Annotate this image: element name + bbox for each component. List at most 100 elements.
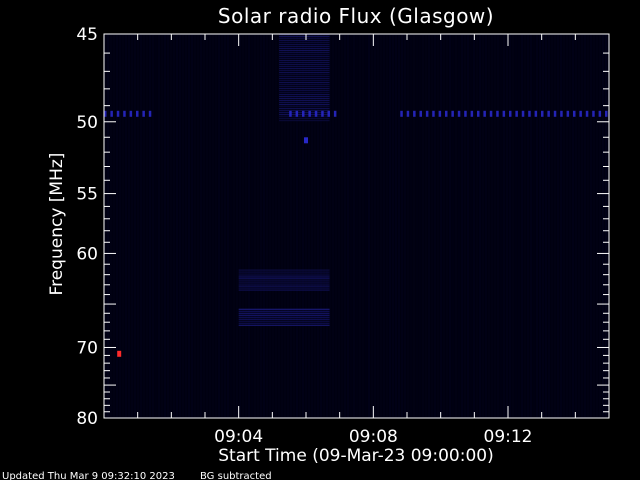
emission-row (279, 96, 330, 98)
interference-mark (302, 110, 305, 117)
background-noise-column (419, 34, 421, 418)
background-noise-column (200, 34, 202, 418)
interference-mark (438, 110, 442, 117)
background-noise-column (545, 34, 547, 418)
background-noise-column (407, 34, 409, 418)
background-noise-column (560, 34, 562, 418)
background-noise-column (368, 34, 370, 418)
background-noise-column (410, 34, 412, 418)
emission-row (238, 310, 330, 312)
background-noise-column (182, 34, 184, 418)
interference-mark (534, 110, 538, 117)
background-noise-column (599, 34, 601, 418)
background-noise-column (284, 34, 286, 418)
background-noise-column (353, 34, 355, 418)
background-noise-column (320, 34, 322, 418)
background-noise-column (293, 34, 295, 418)
background-noise-column (170, 34, 172, 418)
emission-row (279, 84, 330, 86)
emission-row (238, 324, 330, 326)
emission-row (279, 34, 330, 36)
interference-line (289, 110, 337, 117)
emission-features (104, 34, 608, 357)
background-noise-column (146, 34, 148, 418)
background-noise-column (338, 34, 340, 418)
background-noise-column (332, 34, 334, 418)
emission-row (238, 289, 330, 291)
background-noise-column (422, 34, 424, 418)
background-noise-column (110, 34, 112, 418)
x-tick-label: 09:08 (349, 427, 398, 447)
background-noise-column (311, 34, 313, 418)
interference-mark (129, 110, 133, 117)
emission-band (238, 269, 330, 291)
y-tick-label: 60 (76, 244, 98, 264)
background-noise-column (473, 34, 475, 418)
background-noise-column (215, 34, 217, 418)
peak-point (117, 350, 122, 357)
background-noise-column (572, 34, 574, 418)
interference-mark (333, 110, 337, 117)
background-noise-column (566, 34, 568, 418)
background-noise-column (470, 34, 472, 418)
background-noise-column (113, 34, 115, 418)
background-noise-column (413, 34, 415, 418)
background-noise-column (479, 34, 481, 418)
background-noise-column (500, 34, 502, 418)
background-noise-column (536, 34, 538, 418)
background-noise-column (578, 34, 580, 418)
emission-row (238, 271, 330, 273)
y-axis-ticks: 45 50 55 60 70 80 (76, 25, 98, 429)
background-noise-column (524, 34, 526, 418)
emission-row (279, 100, 330, 102)
background-noise-column (302, 34, 304, 418)
emission-row (279, 38, 330, 40)
background-noise-column (605, 34, 607, 418)
interference-mark (400, 110, 403, 117)
background-noise-column (155, 34, 157, 418)
interference-mark (148, 110, 152, 117)
interference-mark (104, 110, 107, 117)
emission-row (279, 86, 330, 88)
background-noise-column (404, 34, 406, 418)
emission-row (279, 36, 330, 38)
background-noise-column (191, 34, 193, 418)
background-noise-column (593, 34, 595, 418)
background-noise-column (233, 34, 235, 418)
emission-row (238, 322, 330, 324)
plot-area (104, 34, 610, 418)
background-noise-column (392, 34, 394, 418)
emission-row (238, 320, 330, 322)
emission-row (279, 118, 330, 120)
emission-row (238, 281, 330, 283)
background-noise-column (281, 34, 283, 418)
background-noise-column (227, 34, 229, 418)
footer-updated: Updated Thu Mar 9 09:32:10 2023 (2, 471, 175, 480)
background-noise-column (521, 34, 523, 418)
background-noise-column (356, 34, 358, 418)
background-noise-column (590, 34, 592, 418)
emission-row (279, 108, 330, 110)
emission-row (279, 60, 330, 62)
emission-row (279, 80, 330, 82)
background-noise-column (341, 34, 343, 418)
background-noise-column (122, 34, 124, 418)
background-noise-column (488, 34, 490, 418)
background-noise-column (371, 34, 373, 418)
background-noise-column (221, 34, 223, 418)
interference-mark (425, 110, 429, 117)
background-noise-column (380, 34, 382, 418)
background-noise-column (551, 34, 553, 418)
background-noise-column (602, 34, 604, 418)
background-noise-column (140, 34, 142, 418)
interference-mark (314, 110, 318, 117)
interference-mark (560, 110, 563, 117)
background-noise-column (131, 34, 133, 418)
background-noise-column (449, 34, 451, 418)
background-noise-column (359, 34, 361, 418)
background-noise-column (398, 34, 400, 418)
background-noise-column (164, 34, 166, 418)
background-noise-column (254, 34, 256, 418)
interference-mark (136, 110, 139, 117)
emission-row (279, 48, 330, 50)
